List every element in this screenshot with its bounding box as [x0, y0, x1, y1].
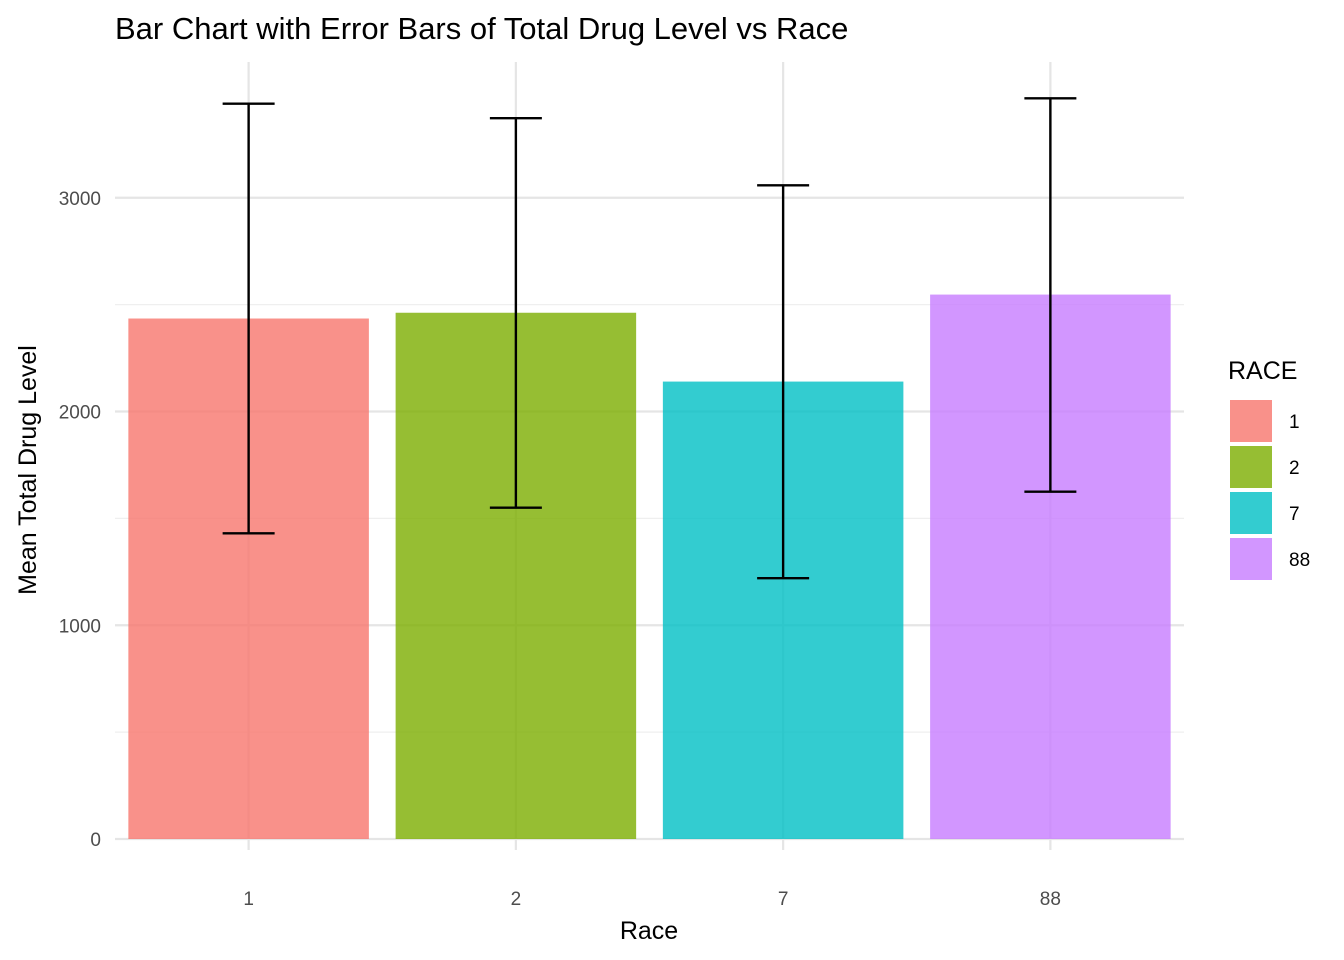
- legend-label: 2: [1289, 458, 1300, 479]
- legend-label: 7: [1289, 504, 1300, 525]
- chart-title: Bar Chart with Error Bars of Total Drug …: [115, 11, 848, 46]
- error-bar-7: [757, 184, 810, 580]
- legend-item-2: 2: [1230, 446, 1300, 488]
- error-bar-2: [489, 117, 542, 509]
- error-bars: [222, 97, 1077, 580]
- legend-label: 88: [1289, 550, 1310, 571]
- y-axis-ticks: 0 1000 2000 3000: [59, 189, 101, 851]
- y-tick-label: 0: [90, 830, 101, 851]
- legend-swatch: [1230, 400, 1272, 442]
- legend-swatch: [1230, 538, 1272, 580]
- y-tick-label: 1000: [59, 616, 101, 637]
- x-axis-title: Race: [620, 917, 678, 945]
- y-tick-label: 2000: [59, 403, 101, 424]
- legend-title: RACE: [1228, 357, 1297, 385]
- legend: RACE 1 2 7 88: [1228, 357, 1310, 580]
- x-tick-label: 88: [1040, 889, 1061, 910]
- legend-swatch: [1230, 492, 1272, 534]
- error-bar-88: [1024, 97, 1077, 493]
- error-bar-1: [222, 102, 275, 535]
- legend-swatch: [1230, 446, 1272, 488]
- x-tick-label: 2: [511, 889, 522, 910]
- x-tick-label: 1: [243, 889, 254, 910]
- legend-item-1: 1: [1230, 400, 1300, 442]
- legend-item-88: 88: [1230, 538, 1310, 580]
- legend-item-7: 7: [1230, 492, 1300, 534]
- y-tick-label: 3000: [59, 189, 101, 210]
- legend-label: 1: [1289, 412, 1300, 433]
- y-axis-title: Mean Total Drug Level: [14, 345, 42, 595]
- x-axis-ticks: 1 2 7 88: [243, 889, 1061, 910]
- x-tick-label: 7: [778, 889, 789, 910]
